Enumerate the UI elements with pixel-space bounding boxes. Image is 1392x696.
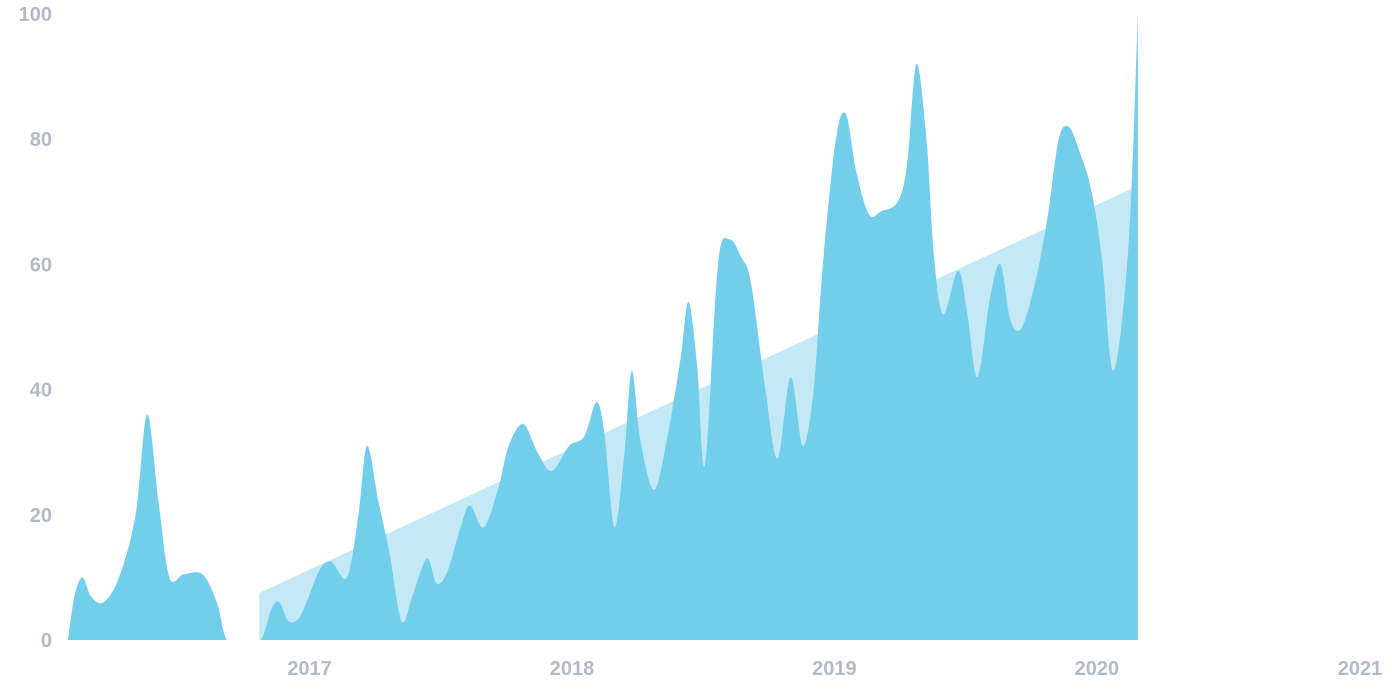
x-tick-label: 2017 — [287, 658, 332, 680]
x-tick-label: 2019 — [812, 658, 857, 680]
series-layer — [68, 14, 1138, 640]
x-axis: 2017 2018 2019 2020 2021 — [287, 658, 1382, 680]
y-tick-label: 100 — [19, 4, 52, 26]
y-tick-label: 40 — [30, 380, 52, 402]
y-tick-label: 0 — [41, 630, 52, 652]
series-area — [68, 14, 1138, 640]
x-tick-label: 2021 — [1338, 658, 1383, 680]
y-axis: 0 20 40 60 80 100 — [19, 4, 52, 652]
x-tick-label: 2018 — [550, 658, 595, 680]
y-tick-label: 60 — [30, 254, 52, 276]
x-tick-label: 2020 — [1075, 658, 1120, 680]
y-tick-label: 20 — [30, 505, 52, 527]
y-tick-label: 80 — [30, 129, 52, 151]
